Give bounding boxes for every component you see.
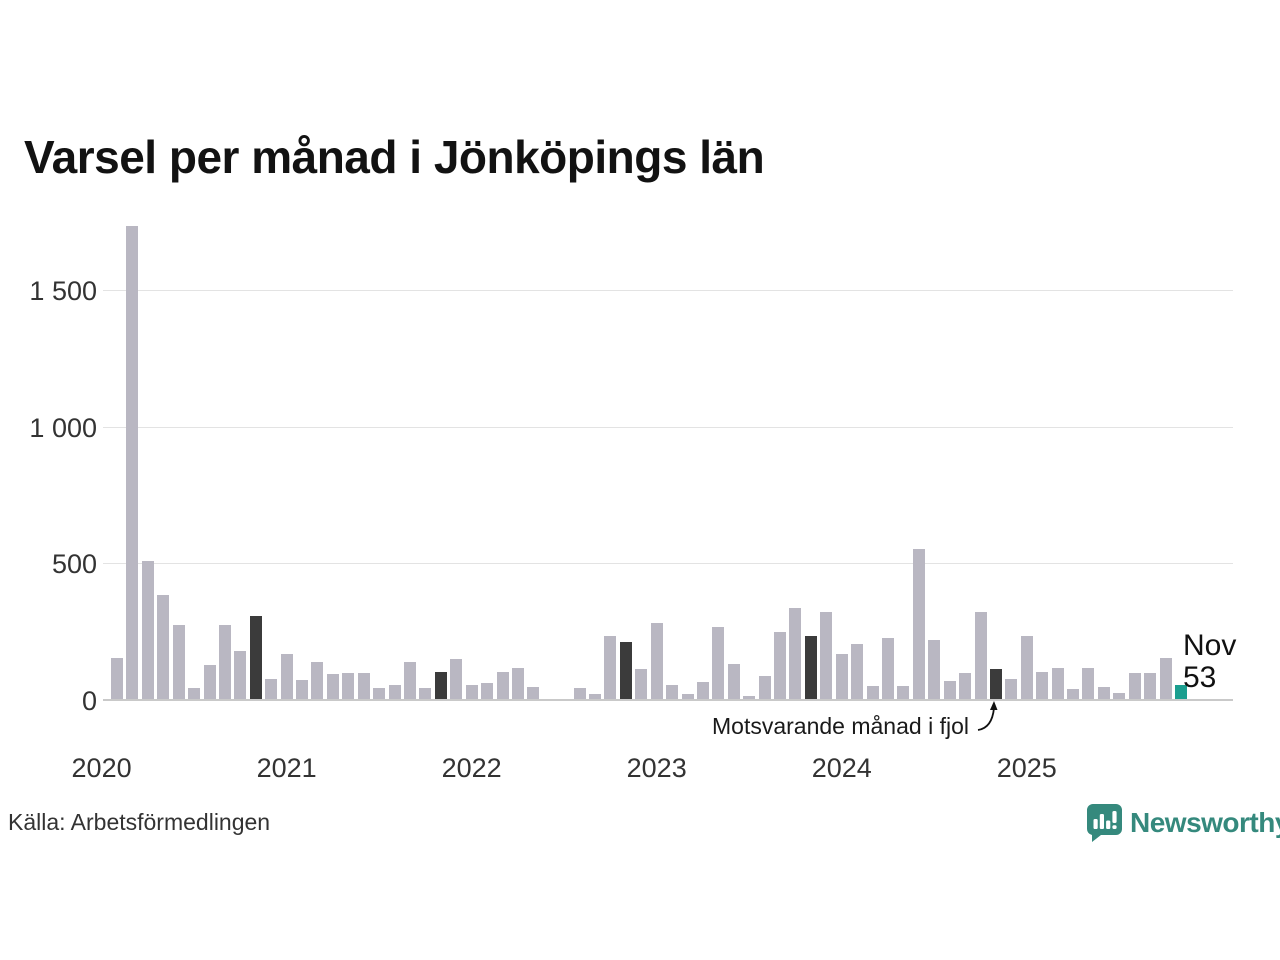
y-tick-label: 1 500 — [29, 276, 97, 307]
bar — [496, 672, 509, 699]
bar — [157, 595, 170, 699]
bar — [527, 687, 540, 699]
bar — [342, 673, 355, 699]
bar — [743, 696, 756, 699]
bar — [943, 681, 956, 699]
y-tick-label: 1 000 — [29, 412, 97, 443]
bar — [589, 694, 602, 699]
bar — [172, 625, 185, 699]
bar — [203, 665, 216, 699]
bar — [928, 640, 941, 699]
bar-prior-november — [619, 642, 632, 699]
bar — [820, 612, 833, 699]
newsworthy-logo: Newsworthy — [1086, 803, 1280, 842]
gridline — [103, 563, 1233, 565]
bar — [1067, 689, 1080, 699]
x-year-label: 2024 — [811, 753, 872, 783]
bar — [774, 632, 787, 699]
x-year-label: 2020 — [71, 753, 132, 783]
bar-prior-november — [804, 636, 817, 699]
bar-prior-november — [989, 669, 1002, 699]
bar — [403, 662, 416, 699]
bar-prior-november — [434, 672, 447, 699]
bar-current-month — [1174, 685, 1187, 699]
bar — [974, 612, 987, 699]
bar — [959, 673, 972, 699]
bar — [851, 644, 864, 699]
annotation-last-year: Motsvarande månad i fjol — [712, 713, 969, 739]
gridline — [103, 290, 1233, 292]
bar — [481, 683, 494, 699]
bar — [111, 658, 123, 699]
bar — [1036, 672, 1049, 699]
bar — [758, 676, 771, 699]
bar — [712, 627, 725, 699]
current-month-value: 53 — [1183, 661, 1217, 694]
bar — [604, 636, 617, 699]
bar — [326, 674, 339, 699]
bar — [1082, 668, 1095, 699]
current-month-name: Nov — [1183, 629, 1237, 662]
bar — [1051, 668, 1064, 699]
x-year-label: 2023 — [626, 753, 687, 783]
bar — [126, 226, 139, 699]
gridline — [103, 426, 1233, 428]
bar — [650, 623, 663, 699]
bar — [835, 654, 848, 699]
bar — [265, 679, 278, 699]
current-month-label: Nov 53 — [1183, 630, 1236, 694]
newsworthy-logo-text: Newsworthy — [1130, 806, 1280, 838]
bar — [666, 685, 679, 699]
bar — [696, 682, 709, 699]
bar — [450, 659, 463, 699]
bar — [882, 638, 894, 699]
bar — [188, 688, 201, 699]
y-axis-labels: 0 500 1 000 1 500 — [0, 220, 97, 716]
x-year-label: 2022 — [441, 753, 502, 783]
bar — [635, 669, 648, 699]
bar — [897, 686, 910, 699]
x-year-label: 2021 — [256, 753, 317, 783]
bar — [1097, 687, 1110, 699]
bar — [419, 688, 432, 699]
annotation-arrow-icon — [977, 701, 998, 731]
plot-area — [103, 220, 1233, 701]
bar — [373, 688, 386, 699]
bar — [280, 654, 293, 699]
bar — [1159, 658, 1172, 699]
newsworthy-bubble-icon — [1086, 804, 1122, 842]
y-tick-label: 0 — [81, 686, 97, 716]
bar — [141, 561, 154, 699]
bar — [1020, 636, 1033, 699]
source-text: Källa: Arbetsförmedlingen — [8, 809, 271, 835]
bar — [388, 685, 401, 699]
bar — [465, 685, 478, 699]
bar — [296, 680, 309, 699]
bar — [727, 664, 740, 699]
bar-prior-november — [249, 616, 262, 699]
bar — [573, 688, 586, 699]
bar — [1128, 673, 1141, 699]
bar — [511, 668, 524, 699]
bar — [681, 694, 694, 699]
y-tick-label: 500 — [51, 549, 97, 580]
x-year-label: 2025 — [996, 753, 1057, 783]
bar — [789, 608, 802, 699]
bar — [311, 662, 324, 699]
x-axis-line — [103, 699, 1233, 701]
bar — [912, 549, 925, 699]
bar — [234, 651, 247, 699]
x-axis-labels: 2020 2021 2022 2023 2024 2025 — [0, 753, 1280, 787]
bar — [218, 625, 231, 699]
bar — [866, 686, 879, 699]
bar — [357, 673, 370, 699]
bar — [1113, 693, 1126, 699]
bar — [1005, 679, 1018, 699]
page-title: Varsel per månad i Jönköpings län — [24, 131, 765, 183]
bar — [1144, 673, 1157, 699]
